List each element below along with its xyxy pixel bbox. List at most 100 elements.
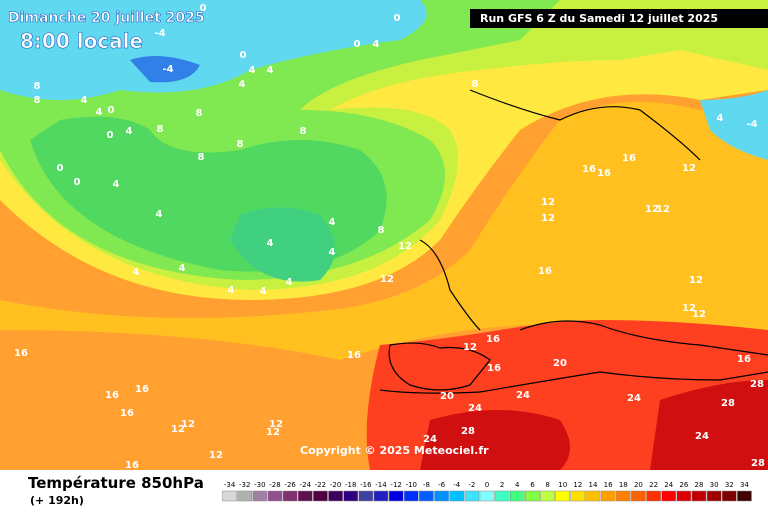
contour-label: 12 — [541, 213, 555, 224]
scale-label: 24 — [664, 481, 673, 489]
cyan-area — [0, 0, 427, 100]
scale-label: -20 — [330, 481, 341, 489]
contour-label: 16 — [14, 348, 28, 359]
scale-label: 16 — [604, 481, 613, 489]
contour-label: 8 — [34, 81, 41, 92]
scale-swatch — [267, 490, 283, 502]
scale-swatch — [509, 490, 525, 502]
contour-label: 24 — [423, 434, 437, 445]
scale-label: -10 — [406, 481, 417, 489]
scale-label: -14 — [375, 481, 387, 489]
contour-label: 4 — [260, 286, 267, 297]
contour-label: 16 — [120, 408, 134, 419]
contour-label: 28 — [750, 379, 764, 390]
scale-swatch — [479, 490, 495, 502]
contour-label: 4 — [267, 65, 274, 76]
footer-title: Température 850hPa — [28, 474, 204, 492]
scale-swatch — [297, 490, 313, 502]
contour-label: 24 — [516, 390, 530, 401]
cyan-area-east — [700, 90, 768, 160]
contour-label: 12 — [692, 309, 706, 320]
contour-label: 16 — [622, 153, 636, 164]
contour-label: 4 — [329, 247, 336, 258]
contour-label: 16 — [125, 460, 139, 471]
scale-swatch — [358, 490, 374, 502]
contour-label: -4 — [746, 119, 757, 130]
coastline — [379, 89, 768, 394]
scale-label: 12 — [573, 481, 582, 489]
scale-label: -22 — [315, 481, 326, 489]
contour-label: 8 — [378, 225, 385, 236]
scale-swatch — [388, 490, 404, 502]
contour-label: 12 — [269, 419, 283, 430]
contour-label: 12 — [682, 163, 696, 174]
contour-label: 12 — [463, 342, 477, 353]
scale-label: -28 — [269, 481, 280, 489]
contour-label: 0 — [200, 3, 207, 14]
contour-label: 28 — [461, 426, 475, 437]
scale-swatch — [328, 490, 343, 502]
contour-label: 12 — [398, 241, 412, 252]
contour-label: 12 — [181, 419, 195, 430]
contour-label: 4 — [286, 277, 293, 288]
contour-label: 8 — [198, 152, 205, 163]
scale-label: 18 — [619, 481, 628, 489]
scale-label: -34 — [224, 481, 236, 489]
contour-label: 28 — [721, 398, 735, 409]
run-banner — [470, 9, 768, 28]
very-hot-area — [420, 410, 570, 470]
scale-label: 6 — [530, 481, 535, 489]
scale-swatch — [343, 490, 359, 502]
scale-label: -30 — [254, 481, 265, 489]
contour-label: 16 — [135, 384, 149, 395]
scale-swatch — [419, 490, 434, 502]
contour-label: 12 — [209, 450, 223, 461]
contour-label: 12 — [645, 204, 659, 215]
scale-swatch — [676, 490, 692, 502]
contour-label: 16 — [737, 354, 751, 365]
scale-label: -6 — [438, 481, 446, 489]
contour-label: 8 — [300, 126, 307, 137]
scale-label: 34 — [740, 481, 749, 489]
forecast-date: Dimanche 20 juillet 2025 — [8, 10, 205, 26]
contour-label: 4 — [239, 79, 246, 90]
scale-swatch — [282, 490, 298, 502]
scale-label: -2 — [468, 481, 475, 489]
contour-label: 8 — [196, 108, 203, 119]
scale-swatch — [631, 490, 646, 502]
scale-swatch — [449, 490, 465, 502]
contour-label: 4 — [133, 267, 140, 278]
contour-label: 0 — [74, 177, 81, 188]
contour-label: 16 — [538, 266, 552, 277]
scale-label: 8 — [545, 481, 549, 489]
scale-swatch — [464, 490, 480, 502]
contour-label: 0 — [354, 39, 361, 50]
scale-swatch — [600, 490, 616, 502]
scale-swatch — [373, 490, 389, 502]
contour-label: 4 — [179, 263, 186, 274]
very-hot-area-east — [650, 380, 768, 470]
contour-label: 0 — [108, 105, 115, 116]
contour-label: 8 — [472, 79, 479, 90]
contour-label: 4 — [267, 238, 274, 249]
scale-swatch — [570, 490, 586, 502]
contour-label: 16 — [347, 350, 361, 361]
contour-label: 0 — [107, 130, 114, 141]
scale-label: -8 — [423, 481, 430, 489]
scale-label: 22 — [649, 481, 658, 489]
scale-label: 0 — [485, 481, 489, 489]
scale-swatch — [555, 490, 571, 502]
scale-label: 28 — [695, 481, 704, 489]
contour-label: 4 — [81, 95, 88, 106]
scale-label: -24 — [300, 481, 312, 489]
copyright: Copyright © 2025 Meteociel.fr — [300, 444, 489, 457]
scale-swatch — [615, 490, 631, 502]
scale-label: -18 — [345, 481, 356, 489]
contour-label: 28 — [751, 458, 765, 469]
contour-label: 4 — [717, 113, 724, 124]
contour-label: 16 — [486, 334, 500, 345]
footer-lead: (+ 192h) — [30, 494, 84, 507]
contour-label: 24 — [627, 393, 641, 404]
contour-label: 0 — [394, 13, 401, 24]
